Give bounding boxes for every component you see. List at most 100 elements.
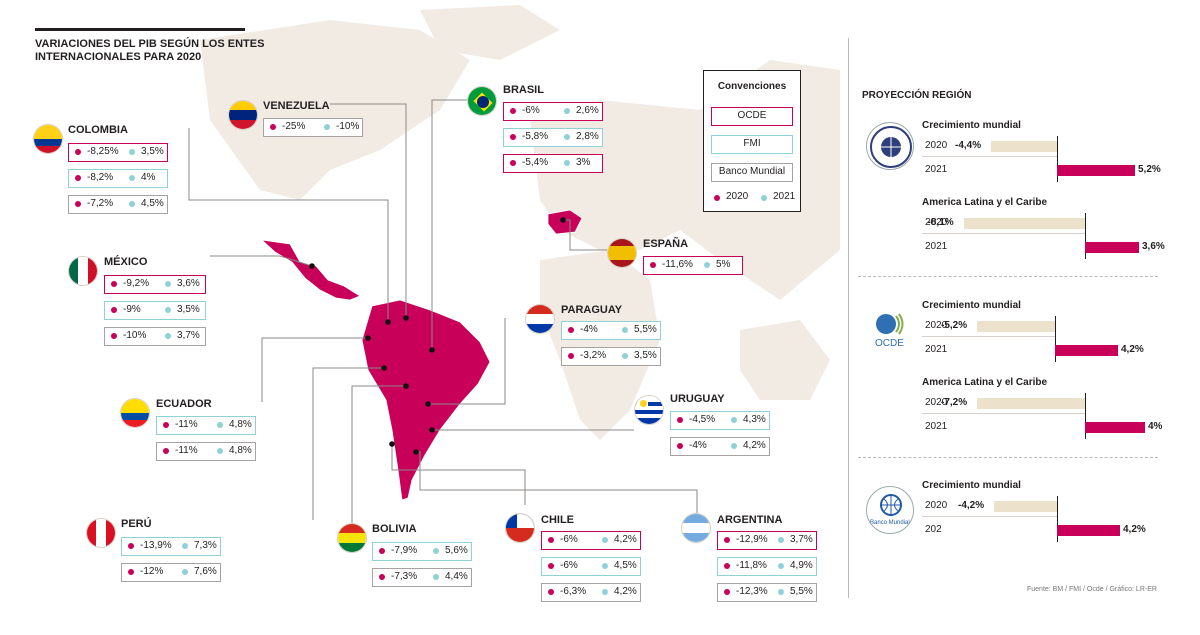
row-separator: [922, 413, 1085, 414]
value-2021: 4,8%: [229, 445, 252, 456]
value-row-chile: -6% 4,2%: [541, 531, 641, 550]
value-2021: 4,2%: [614, 534, 637, 545]
dot-2021: [129, 175, 135, 181]
location-dot-ecuador: [365, 335, 371, 341]
value-row-peru: -13,9% 7,3%: [121, 537, 221, 556]
value-2020: -25%: [282, 121, 306, 132]
group-label: America Latina y el Caribe: [922, 377, 1048, 388]
world-map: [188, 5, 840, 523]
value-2021: 4%: [141, 172, 156, 183]
dot-2020: [510, 108, 516, 114]
value-2020: -6,3%: [560, 586, 587, 597]
value-2021: 5,5%: [634, 324, 657, 335]
value-row-bolivia: -7,9% 5,6%: [372, 542, 472, 561]
value-2020: -12,3%: [736, 586, 768, 597]
zero-axis: [1085, 213, 1086, 259]
projection-value: 4,2%: [1121, 344, 1144, 355]
value-2020: -6%: [522, 105, 540, 116]
country-name-espana: ESPAÑA: [643, 238, 689, 250]
fmi-seal-icon: [870, 126, 912, 168]
value-2021: 5,6%: [445, 545, 468, 556]
dot-2020: [724, 563, 730, 569]
value-2021: 3,5%: [141, 146, 164, 157]
dot-2020: [568, 327, 574, 333]
location-dot-colombia: [385, 319, 391, 325]
projection-value: -8,1%: [927, 217, 954, 228]
value-row-mexico: -9% 3,5%: [104, 301, 206, 320]
dot-2021: [622, 327, 628, 333]
value-row-bolivia: -7,3% 4,4%: [372, 568, 472, 587]
projection-bar: [963, 218, 1085, 229]
region-title: PROYECCIÓN REGIÓN: [862, 90, 972, 101]
connector-chile: [391, 444, 526, 505]
ocde-globe-icon: [876, 313, 904, 335]
location-dot-mexico: [309, 263, 315, 269]
flag-bolivia-icon: [337, 523, 367, 553]
value-2020: -3,2%: [580, 350, 607, 361]
value-2020: -11%: [175, 419, 198, 430]
value-row-peru: -12% 7,6%: [121, 563, 221, 582]
value-row-venezuela: -25% -10%: [263, 118, 363, 137]
dot-2021: [165, 281, 171, 287]
value-2020: -11,8%: [736, 560, 767, 571]
connector-espana: [563, 219, 607, 251]
group-label: Crecimiento mundial: [922, 120, 1021, 131]
legend-ocde: OCDE: [711, 107, 793, 126]
country-name-uruguay: URUGUAY: [670, 393, 725, 405]
country-name-ecuador: ECUADOR: [156, 398, 212, 410]
dot-2020: [724, 589, 730, 595]
projection-bar: [1085, 422, 1145, 433]
country-name-venezuela: VENEZUELA: [263, 100, 330, 112]
row-separator: [922, 336, 1055, 337]
country-name-argentina: ARGENTINA: [717, 514, 783, 526]
section-divider: [858, 276, 1158, 277]
banco-mundial-logo-text: Banco Mundial: [870, 520, 910, 526]
dot-2021: [731, 443, 737, 449]
value-row-uruguay: -4,5% 4,3%: [670, 411, 770, 430]
projection-value: -4,4%: [955, 140, 982, 151]
projection-bar: [994, 501, 1057, 512]
location-dot-paraguay: [425, 401, 431, 407]
value-2021: 3,7%: [790, 534, 813, 545]
projection-bar: [977, 398, 1085, 409]
location-dot-chile: [389, 441, 395, 447]
year-label: 2020: [925, 500, 948, 511]
value-2021: 4,2%: [614, 586, 637, 597]
location-dot-venezuela: [403, 315, 409, 321]
value-2021: 3,5%: [634, 350, 657, 361]
connector-ecuador: [261, 337, 368, 402]
legend-fmi: FMI: [711, 135, 793, 154]
location-dot-uruguay: [429, 427, 435, 433]
value-row-brasil: -6% 2,6%: [503, 102, 603, 121]
year-label: 2020: [925, 320, 948, 331]
flag-venezuela-icon: [228, 100, 258, 130]
value-2020: -6%: [560, 534, 578, 545]
row-separator: [922, 156, 1057, 157]
projection-bar: [991, 141, 1057, 152]
legend-label-2021: 2021: [773, 191, 796, 202]
zero-axis: [1085, 393, 1086, 439]
value-2021: 4,4%: [445, 571, 468, 582]
value-2020: -9%: [123, 304, 141, 315]
value-2021: 4,2%: [743, 440, 766, 451]
value-row-argentina: -11,8% 4,9%: [717, 557, 817, 576]
flag-ecuador-icon: [120, 398, 150, 428]
value-row-brasil: -5,8% 2,8%: [503, 128, 603, 147]
flag-espana-icon: [607, 238, 637, 268]
flag-brasil-icon: [467, 86, 497, 116]
flag-uruguay-icon: [634, 395, 664, 425]
row-separator: [922, 233, 1085, 234]
dot-2020: [111, 307, 117, 313]
dot-2021: [564, 134, 570, 140]
value-2020: -13,9%: [140, 540, 172, 551]
dot-2020: [548, 563, 554, 569]
dot-2020: [510, 160, 516, 166]
value-2020: -6%: [560, 560, 578, 571]
value-2020: -4,5%: [689, 414, 716, 425]
dot-2021: [182, 543, 188, 549]
dot-2021: [778, 537, 784, 543]
dot-2020: [724, 537, 730, 543]
year-label: 2020: [925, 217, 948, 228]
country-name-peru: PERÚ: [121, 518, 152, 530]
